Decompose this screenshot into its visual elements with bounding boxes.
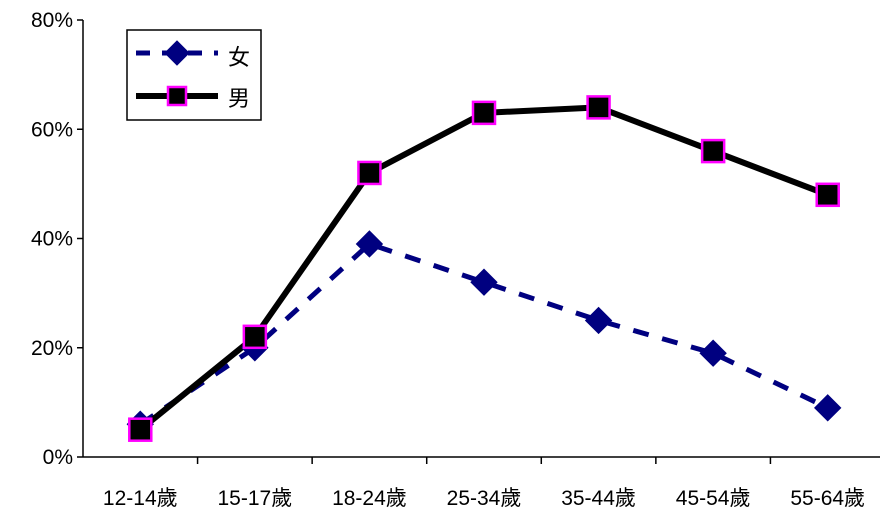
data-point-female (470, 268, 498, 296)
x-tick-label: 55-64歲 (790, 487, 865, 510)
data-point-female (355, 230, 384, 258)
data-point-female (584, 306, 613, 335)
legend-label-male: 男 (228, 87, 250, 112)
data-point-female (814, 394, 842, 422)
legend-label-female: 女 (228, 46, 250, 71)
y-tick-label: 0% (43, 446, 73, 469)
data-point-male (586, 95, 611, 120)
data-point-male (471, 100, 497, 126)
x-tick-label: 12-14歲 (103, 487, 178, 510)
x-tick-label: 45-54歲 (676, 487, 751, 510)
legend-box (126, 29, 262, 121)
x-tick-label: 25-34歲 (447, 487, 522, 510)
data-point-female (699, 339, 727, 367)
y-tick-label: 60% (31, 118, 73, 141)
legend: 女 男 (126, 29, 262, 121)
series-layer (126, 95, 842, 442)
x-tick-label: 18-24歲 (332, 487, 407, 510)
x-tick-label: 35-44歲 (561, 487, 636, 510)
legend-swatch-marker-male (166, 85, 188, 107)
data-point-male (242, 324, 268, 350)
data-point-male (815, 182, 840, 208)
y-tick-label: 40% (31, 228, 73, 251)
axes: 0% 20% 40% 60% 80% 12-14歲 15-17歲 18-24歲 25-34歲 35… (31, 9, 880, 510)
x-tick-label: 15-17歲 (217, 487, 292, 510)
data-point-male (357, 160, 382, 186)
data-point-male (700, 138, 726, 164)
data-point-male (128, 417, 153, 442)
y-tick-label: 20% (31, 337, 73, 360)
y-tick-label: 80% (31, 9, 73, 32)
legend-swatch-marker-female (164, 40, 190, 66)
